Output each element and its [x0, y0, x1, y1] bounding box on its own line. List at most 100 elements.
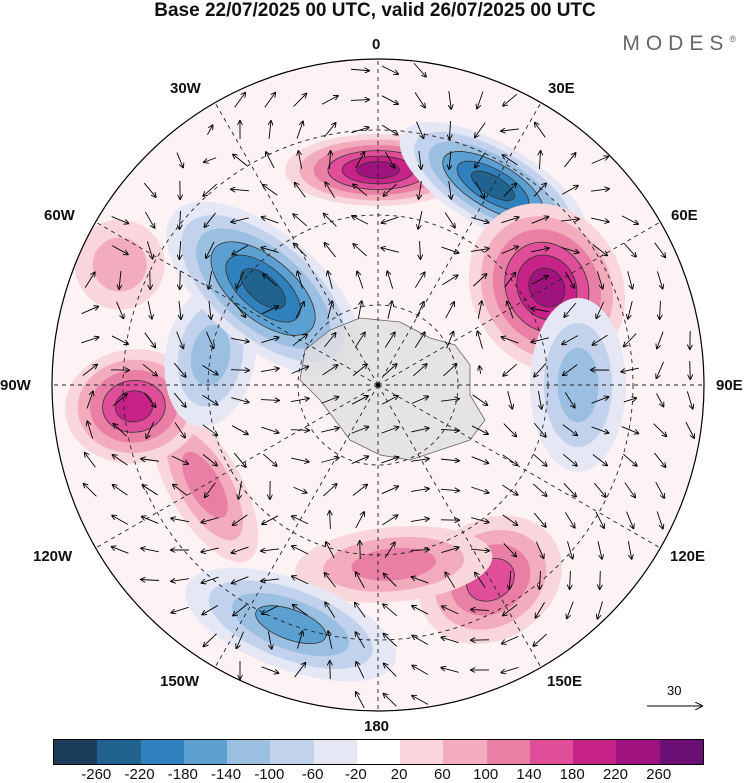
wind-vector: [171, 455, 188, 464]
wind-vector: [561, 186, 578, 195]
wind-vector: [325, 602, 336, 618]
wind-vector: [326, 542, 335, 559]
wind-vector: [531, 248, 549, 253]
wind-vector: [562, 335, 579, 345]
wind-vector: [503, 423, 517, 437]
wind-vector: [531, 337, 549, 342]
legend-swatch: [659, 740, 703, 764]
wind-vector: [537, 391, 541, 409]
wind-vector: [357, 301, 361, 319]
wind-vector: [234, 302, 245, 317]
modes-logo: MODES®: [622, 32, 736, 56]
wind-vector: [412, 696, 429, 705]
wind-vector: [269, 121, 271, 139]
wind-vector: [591, 397, 609, 404]
wind-vector: [562, 453, 577, 466]
wind-vector: [412, 665, 429, 675]
legend-swatch: [573, 740, 617, 764]
wind-vector: [325, 182, 336, 198]
wind-vector: [533, 183, 546, 197]
wind-vector: [592, 454, 607, 466]
wind-vector: [655, 481, 665, 498]
wind-vector: [384, 664, 397, 677]
wind-vector: [381, 457, 398, 464]
wind-vector: [561, 219, 579, 221]
wind-vector: [563, 483, 576, 496]
wind-vector: [321, 428, 339, 433]
wind-vector: [561, 246, 578, 252]
wind-vector: [449, 120, 450, 139]
wind-vector: [294, 663, 306, 678]
wind-vector: [291, 457, 309, 462]
anomaly-contour: [356, 161, 400, 179]
wind-vector: [201, 547, 219, 552]
wind-vector: [173, 362, 185, 377]
wind-vector: [384, 542, 395, 558]
wind-vector: [324, 214, 337, 227]
wind-vector: [475, 152, 486, 168]
wind-vector: [202, 605, 218, 614]
wind-vector: [111, 216, 129, 224]
wind-vector: [657, 331, 664, 349]
wind-vector: [445, 572, 456, 588]
map-title: Base 22/07/2025 00 UTC, valid 26/07/2025…: [154, 0, 596, 21]
wind-vector: [592, 334, 608, 345]
legend-tick: 220: [602, 766, 628, 783]
wind-vector: [113, 455, 128, 466]
wind-vector: [591, 189, 609, 191]
wind-vector: [262, 217, 279, 224]
wind-vector: [171, 518, 189, 523]
lon-label-150w: 150W: [160, 673, 200, 690]
wind-vector: [353, 184, 368, 197]
wind-vector: [412, 606, 429, 615]
wind-vector: [176, 331, 184, 349]
wind-vector: [142, 517, 159, 524]
wind-vector: [563, 364, 578, 376]
wind-vector: [441, 399, 459, 401]
legend-swatch: [529, 740, 574, 764]
wind-vector: [654, 452, 665, 467]
wind-vector: [355, 152, 365, 169]
lon-label-90e: 90E: [716, 377, 743, 394]
wind-vector: [531, 217, 549, 224]
wind-vector: [411, 519, 429, 522]
wind-vector: [204, 157, 217, 163]
wind-vector: [116, 301, 124, 319]
wind-vector: [204, 212, 216, 227]
wind-vector: [534, 362, 547, 376]
wind-vector: [502, 454, 518, 465]
wind-vector: [567, 541, 572, 558]
wind-vector: [147, 301, 152, 319]
wind-vector: [236, 631, 244, 649]
meridian-line: [377, 98, 544, 386]
wind-vector: [501, 246, 519, 254]
anomaly-contour: [471, 170, 515, 201]
wind-vector: [418, 211, 423, 229]
wind-vector: [596, 271, 602, 288]
wind-vector: [381, 216, 399, 223]
wind-vector: [621, 426, 639, 434]
legend-swatch: [313, 740, 357, 764]
wind-vector: [352, 216, 369, 225]
wind-vector: [564, 153, 575, 168]
wind-vector: [415, 302, 424, 319]
wind-vector: [686, 391, 692, 408]
wind-vector: [471, 486, 488, 493]
wind-vector: [532, 453, 547, 466]
legend-tick: 140: [516, 766, 542, 783]
wind-vector: [653, 423, 667, 437]
wind-vector: [440, 459, 459, 461]
wind-vector: [384, 634, 397, 647]
wind-vector: [174, 422, 185, 438]
wind-vector: [381, 248, 399, 253]
wind-vector: [296, 122, 303, 139]
wind-vector: [531, 276, 548, 285]
legend-tick: -100: [254, 766, 285, 783]
wind-vector: [411, 396, 429, 404]
wind-vector: [412, 636, 429, 645]
wind-vector: [350, 100, 369, 101]
wind-vector: [503, 543, 516, 556]
wind-vector: [501, 129, 519, 131]
wind-vector: [294, 244, 307, 257]
wind-vector: [202, 364, 217, 374]
